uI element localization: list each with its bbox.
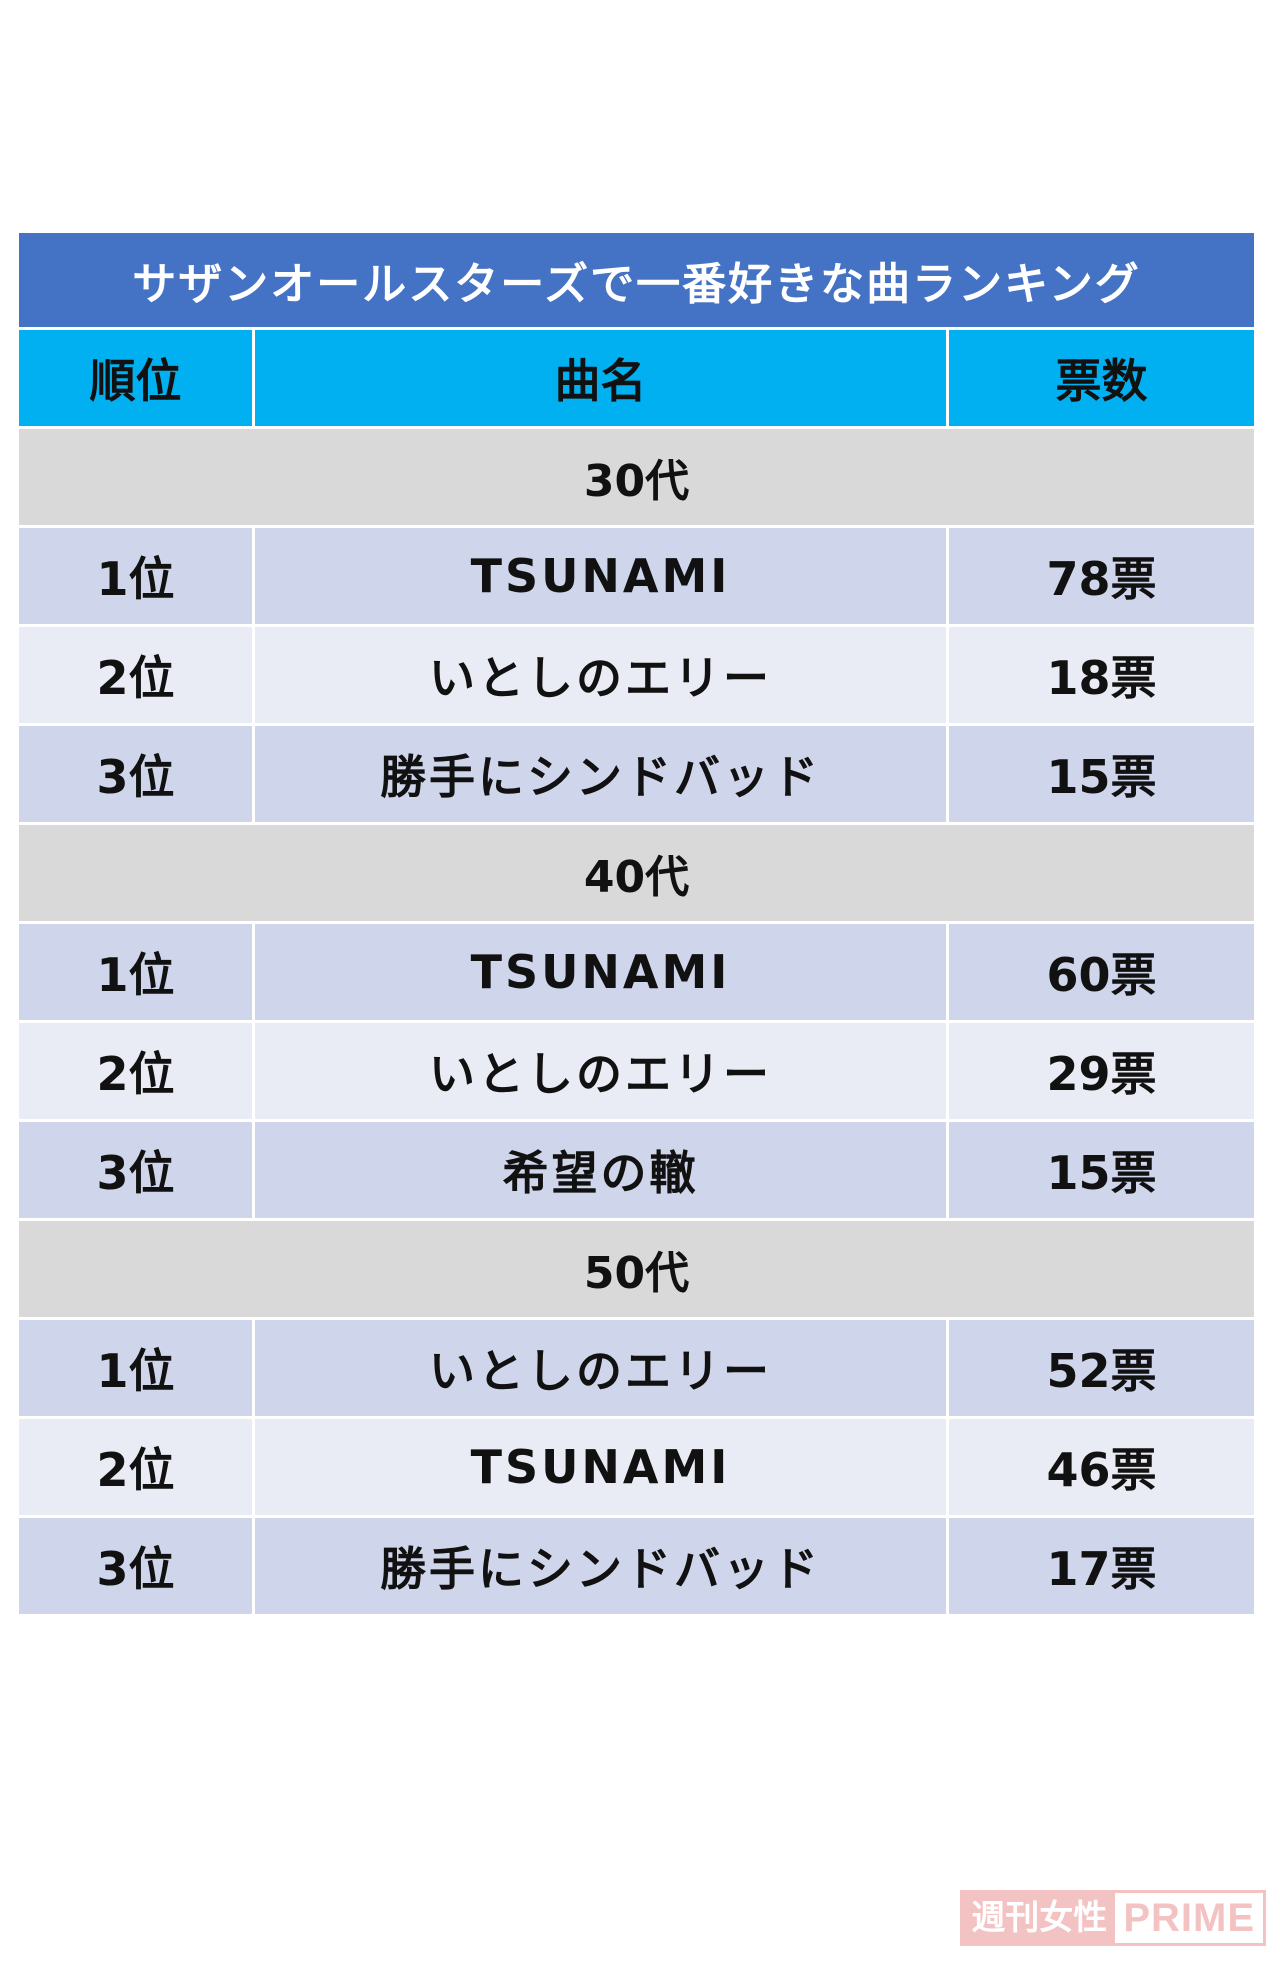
age-group-row: 50代: [15, 1218, 1258, 1320]
rank-cell: 3位: [16, 1119, 255, 1221]
table-header-row: 順位 曲名 票数: [16, 327, 1258, 429]
votes-cell: 46票: [945, 1416, 1258, 1518]
votes-cell: 78票: [945, 525, 1258, 627]
header-song: 曲名: [252, 327, 949, 429]
song-cell: 希望の轍: [252, 1119, 949, 1221]
song-cell: TSUNAMI: [252, 921, 949, 1023]
rank-cell: 1位: [16, 921, 255, 1023]
song-cell: いとしのエリー: [252, 1317, 949, 1419]
watermark-jp: 週刊女性: [963, 1893, 1116, 1943]
age-group-label: 30代: [15, 426, 1258, 528]
song-cell: 勝手にシンドバッド: [252, 723, 949, 825]
votes-cell: 18票: [945, 624, 1258, 726]
votes-cell: 60票: [945, 921, 1258, 1023]
rank-cell: 3位: [16, 1515, 255, 1617]
rank-cell: 3位: [16, 723, 255, 825]
age-group-row: 30代: [15, 426, 1258, 528]
table-row: 2位 いとしのエリー 18票: [16, 624, 1258, 726]
table-row: 2位 いとしのエリー 29票: [16, 1020, 1258, 1122]
rank-cell: 2位: [16, 624, 255, 726]
table-row: 3位 希望の轍 15票: [16, 1119, 1258, 1221]
table-row: 1位 TSUNAMI 60票: [16, 921, 1258, 1023]
watermark-en: PRIME: [1123, 1896, 1255, 1940]
votes-cell: 15票: [945, 1119, 1258, 1221]
table-row: 1位 TSUNAMI 78票: [16, 525, 1258, 627]
age-group-label: 40代: [15, 822, 1258, 924]
votes-cell: 29票: [945, 1020, 1258, 1122]
table-row: 3位 勝手にシンドバッド 17票: [16, 1515, 1258, 1617]
table-row: 1位 いとしのエリー 52票: [16, 1317, 1258, 1419]
table-row: 3位 勝手にシンドバッド 15票: [16, 723, 1258, 825]
age-group-label: 50代: [15, 1218, 1258, 1320]
rank-cell: 2位: [16, 1416, 255, 1518]
age-group-row: 40代: [15, 822, 1258, 924]
song-cell: いとしのエリー: [252, 1020, 949, 1122]
rank-cell: 2位: [16, 1020, 255, 1122]
header-rank: 順位: [16, 327, 255, 429]
votes-cell: 15票: [945, 723, 1258, 825]
watermark-logo: 週刊女性 PRIME: [960, 1890, 1266, 1946]
song-cell: TSUNAMI: [252, 1416, 949, 1518]
rank-cell: 1位: [16, 1317, 255, 1419]
song-cell: 勝手にシンドバッド: [252, 1515, 949, 1617]
votes-cell: 17票: [945, 1515, 1258, 1617]
song-cell: TSUNAMI: [252, 525, 949, 627]
table-title-row: サザンオールスターズで一番好きな曲ランキング: [15, 230, 1258, 330]
votes-cell: 52票: [945, 1317, 1258, 1419]
rank-cell: 1位: [16, 525, 255, 627]
header-votes: 票数: [945, 327, 1258, 429]
table-row: 2位 TSUNAMI 46票: [16, 1416, 1258, 1518]
ranking-table: サザンオールスターズで一番好きな曲ランキング 順位 曲名 票数 30代 1位 T…: [15, 230, 1258, 1617]
song-cell: いとしのエリー: [252, 624, 949, 726]
table-title: サザンオールスターズで一番好きな曲ランキング: [15, 230, 1258, 330]
